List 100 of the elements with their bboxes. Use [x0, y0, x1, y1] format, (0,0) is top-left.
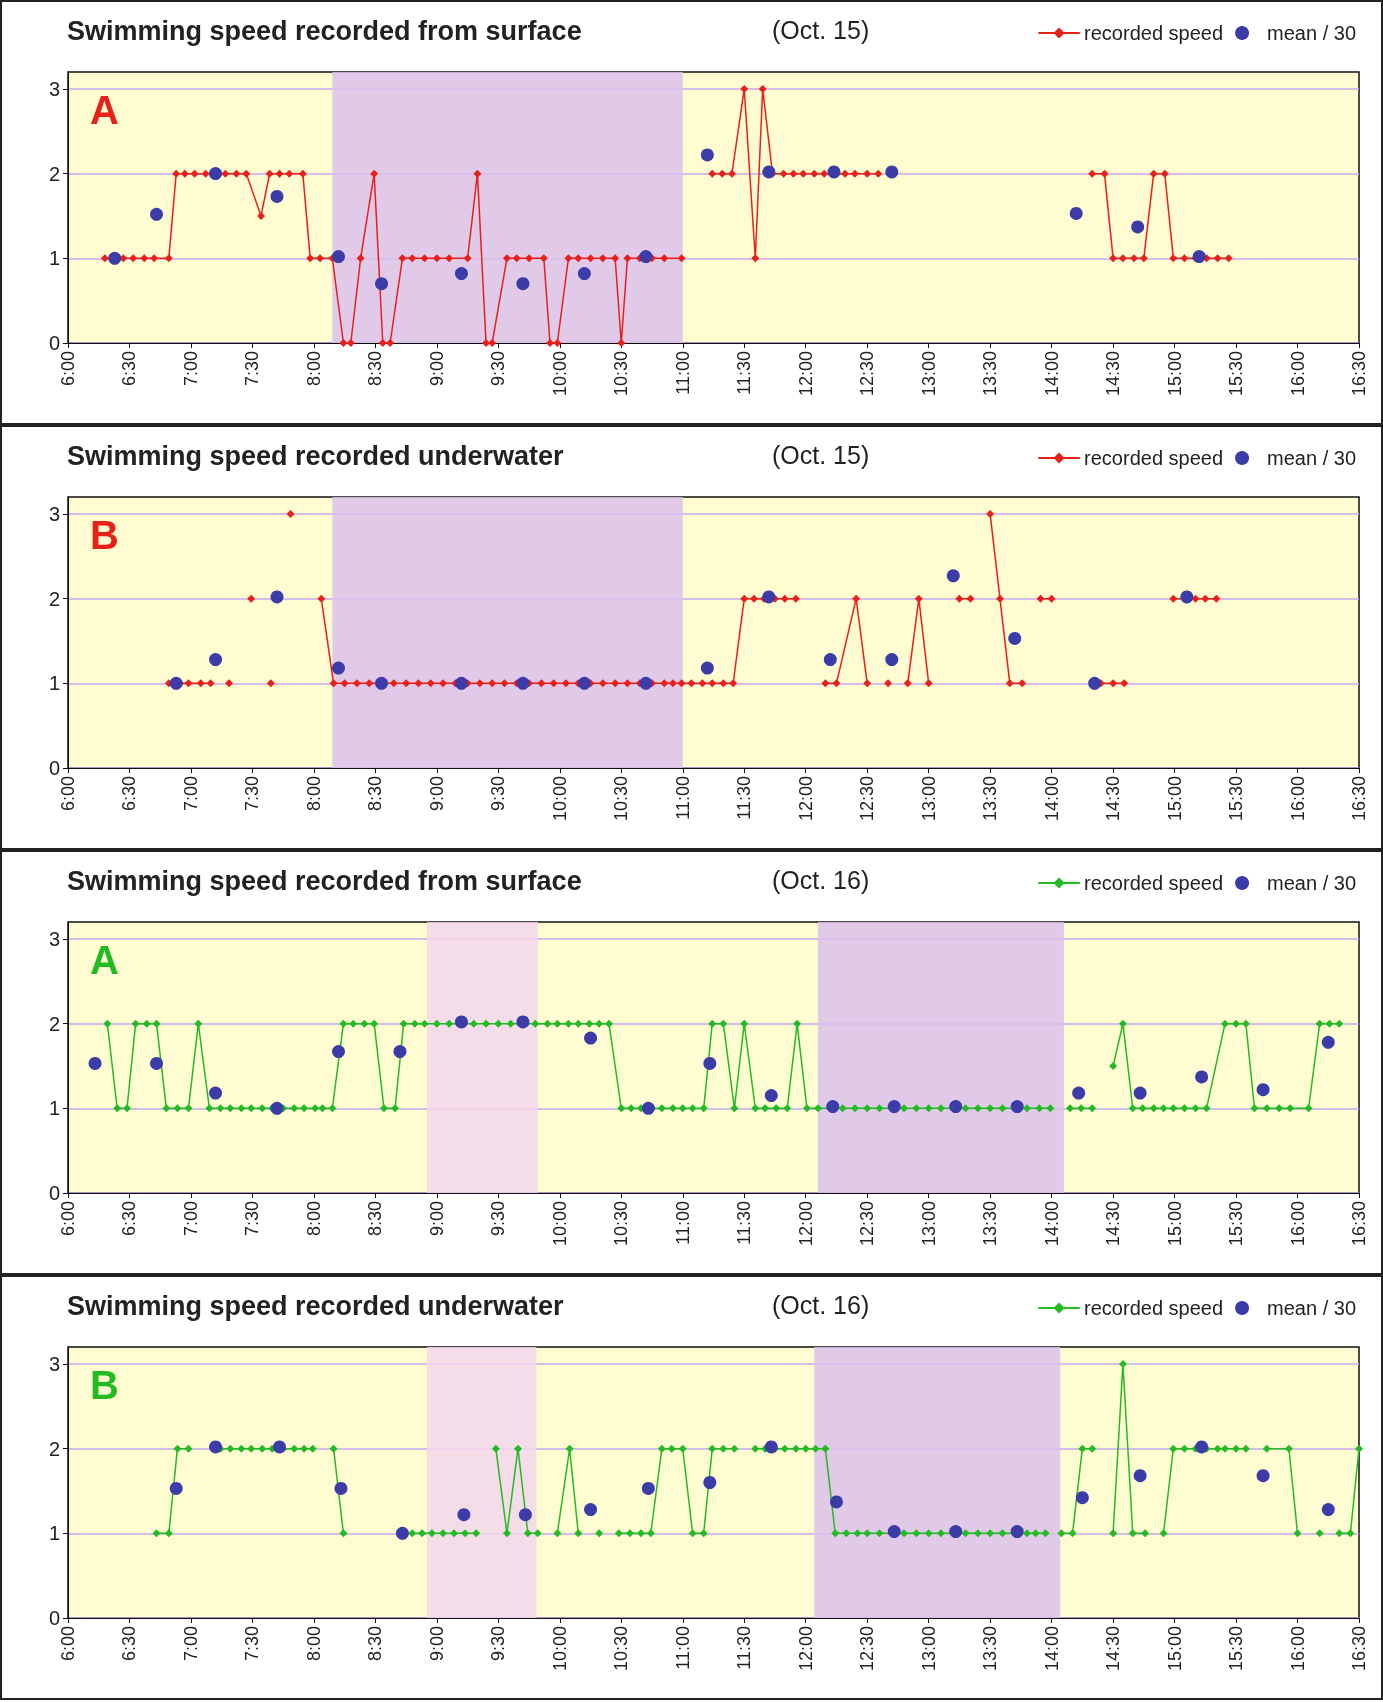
legend-label: recorded speed	[1084, 1297, 1224, 1319]
point	[334, 1481, 348, 1495]
x-tick-label: 12:00	[795, 776, 816, 822]
legend-label: recorded speed	[1084, 22, 1224, 44]
legend-label: mean / 30	[1267, 447, 1357, 469]
point	[1088, 676, 1102, 690]
y-tick-label: 3	[48, 1352, 60, 1375]
x-tick-label: 9:00	[426, 776, 447, 812]
point	[1133, 1469, 1147, 1483]
point	[516, 1015, 530, 1029]
point	[762, 165, 776, 179]
x-tick-label: 13:00	[918, 351, 939, 397]
x-tick-label: 16:30	[1349, 1201, 1369, 1247]
x-tick-label: 12:30	[857, 1201, 878, 1247]
point	[518, 1508, 532, 1522]
x-tick-label: 11:00	[672, 1201, 693, 1245]
x-tick-label: 16:00	[1287, 351, 1308, 397]
x-tick-label: 11:30	[734, 1626, 755, 1670]
point	[516, 676, 530, 690]
x-tick-label: 12:00	[795, 1626, 816, 1672]
y-tick-label: 0	[48, 757, 60, 779]
legend-label: mean / 30	[1267, 872, 1357, 894]
point	[949, 1100, 963, 1114]
x-tick-label: 8:00	[303, 1201, 324, 1237]
x-tick-label: 16:00	[1287, 776, 1308, 822]
annotation: B	[90, 513, 119, 557]
point	[1195, 1440, 1209, 1454]
point	[88, 1056, 102, 1070]
point	[584, 1503, 598, 1517]
annotation: A	[90, 88, 119, 132]
x-tick-label: 10:30	[611, 1626, 632, 1672]
chart-title: Swimming speed recorded underwater	[67, 440, 565, 471]
x-tick-label: 12:00	[795, 351, 816, 397]
annotation: A	[90, 938, 119, 982]
point	[639, 250, 653, 264]
x-tick-label: 13:30	[980, 351, 1001, 397]
x-tick-label: 8:30	[365, 776, 386, 812]
y-tick-label: 0	[48, 1607, 60, 1629]
x-tick-label: 15:00	[1164, 1201, 1185, 1247]
point	[946, 569, 960, 583]
x-tick-label: 9:30	[488, 776, 509, 812]
x-tick-label: 10:00	[549, 776, 570, 822]
point	[700, 661, 714, 675]
point	[1010, 1100, 1024, 1114]
point	[577, 676, 591, 690]
y-tick-label: 2	[48, 1437, 60, 1460]
point	[332, 1045, 345, 1059]
y-tick-label: 1	[48, 672, 60, 695]
point	[949, 1525, 963, 1539]
y-tick-label: 0	[48, 332, 60, 354]
x-tick-label: 6:30	[119, 351, 140, 387]
point	[641, 1481, 655, 1495]
x-tick-label: 7:00	[180, 351, 201, 387]
legend-label: recorded speed	[1084, 872, 1224, 894]
x-tick-label: 16:30	[1349, 776, 1369, 822]
legend-label: mean / 30	[1267, 22, 1357, 44]
y-tick-label: 1	[48, 1522, 60, 1545]
point	[1321, 1035, 1335, 1049]
x-tick-label: 6:00	[58, 776, 78, 812]
y-tick-label: 0	[48, 1182, 60, 1204]
legend-label: mean / 30	[1267, 1297, 1357, 1319]
x-tick-label: 10:00	[549, 1201, 570, 1247]
point	[454, 1015, 468, 1029]
x-tick-label: 11:30	[734, 351, 755, 395]
x-tick-label: 16:00	[1287, 1626, 1308, 1672]
x-tick-label: 15:30	[1226, 351, 1247, 397]
point	[375, 277, 389, 291]
point	[887, 1525, 901, 1539]
x-tick-label: 13:30	[980, 1201, 1001, 1247]
point	[1192, 250, 1206, 264]
y-tick-label: 3	[48, 77, 60, 100]
point	[1256, 1083, 1270, 1097]
point	[577, 267, 591, 281]
point	[1069, 206, 1083, 220]
point	[703, 1056, 717, 1070]
x-tick-label: 8:00	[303, 776, 324, 812]
point	[885, 165, 899, 179]
x-tick-label: 7:30	[242, 1626, 263, 1662]
x-tick-label: 13:30	[980, 776, 1001, 822]
x-tick-label: 10:00	[549, 351, 570, 397]
point	[150, 207, 164, 221]
x-tick-label: 11:30	[734, 1201, 755, 1245]
point	[764, 1440, 778, 1454]
x-tick-label: 14:00	[1041, 1626, 1062, 1672]
x-tick-label: 14:00	[1041, 776, 1062, 822]
legend-label: recorded speed	[1084, 447, 1224, 469]
x-tick-label: 16:30	[1349, 1626, 1369, 1672]
x-tick-label: 7:00	[180, 1626, 201, 1662]
point	[826, 1100, 840, 1114]
point	[700, 148, 714, 162]
x-tick-label: 12:30	[857, 351, 878, 397]
x-tick-label: 6:30	[119, 776, 140, 812]
point	[272, 1440, 286, 1454]
point	[150, 1056, 164, 1070]
x-tick-label: 13:00	[918, 1201, 939, 1247]
x-tick-label: 8:30	[365, 1201, 386, 1237]
x-tick-label: 9:00	[426, 1626, 447, 1662]
x-tick-label: 11:00	[672, 351, 693, 395]
x-tick-label: 9:30	[488, 1626, 509, 1662]
x-tick-label: 15:00	[1164, 351, 1185, 397]
